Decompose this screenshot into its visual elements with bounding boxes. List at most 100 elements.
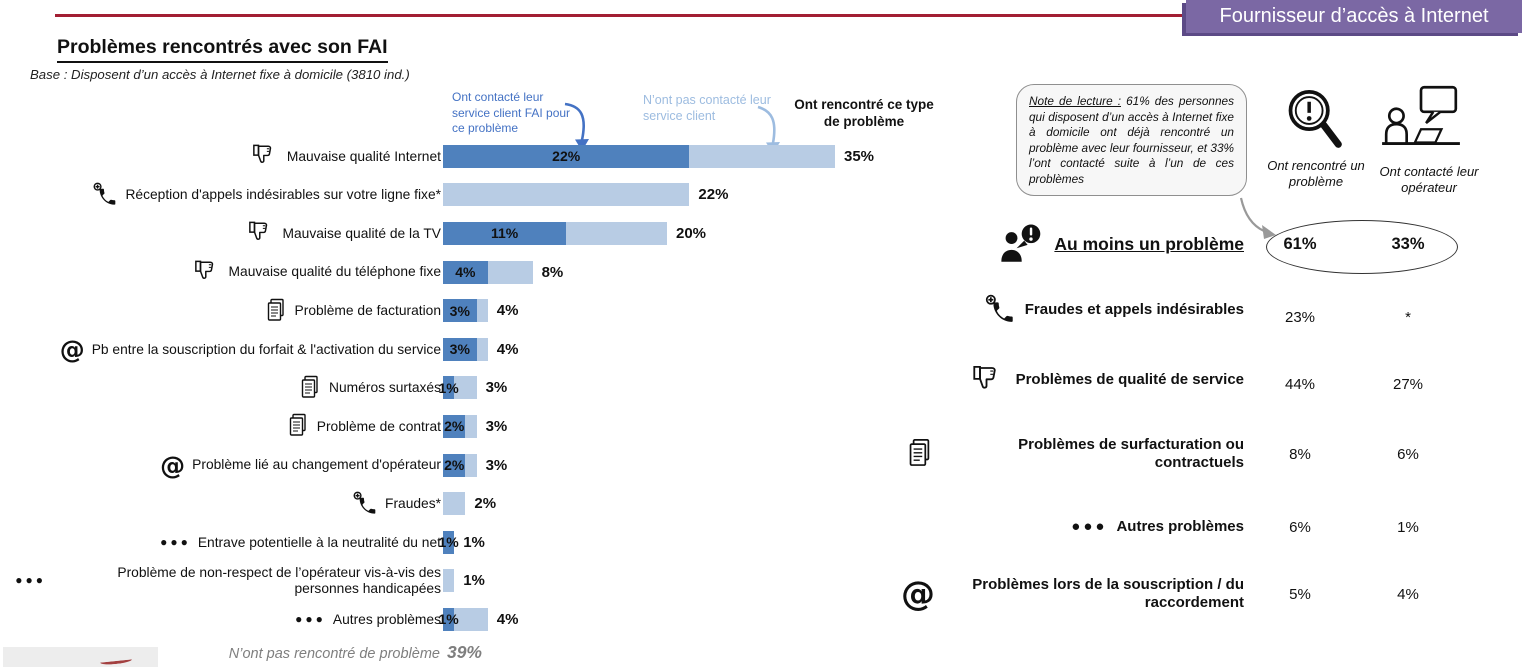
bar-not-contacted-segment bbox=[476, 299, 488, 323]
support-agent-icon bbox=[1382, 85, 1460, 146]
bar-contacted-segment: 11% bbox=[443, 221, 567, 245]
bar-contacted-segment: 2% bbox=[443, 414, 466, 438]
row-label: Problème de facturation bbox=[294, 302, 441, 318]
bar-not-contacted-segment bbox=[443, 569, 455, 593]
phone-plus-icon bbox=[92, 182, 118, 208]
chart-row: Mauvaise qualité Internet 22% 35% bbox=[0, 137, 900, 176]
thumbs-down-icon bbox=[194, 259, 222, 285]
bar-contacted-value: 2% bbox=[444, 457, 465, 474]
base-note: Base : Disposent d’un accès à Internet f… bbox=[30, 67, 410, 82]
bar-contacted-value: 3% bbox=[449, 302, 470, 319]
row-label: Pb entre la souscription du forfait & l'… bbox=[91, 341, 441, 357]
bar-total-value: 3% bbox=[485, 417, 508, 435]
bar-contacted-value: 1% bbox=[438, 611, 459, 628]
bar-total-value: 8% bbox=[541, 263, 564, 281]
document-icon bbox=[905, 438, 935, 470]
summary-row: ●●● Autres problèmes 6% 1% bbox=[900, 506, 1460, 548]
summary-row: Problèmes de surfacturation ou contractu… bbox=[900, 432, 1460, 476]
bar: 2% 3% bbox=[443, 453, 508, 477]
encountered-value: 6% bbox=[1289, 518, 1311, 536]
magnifier-alert-icon bbox=[1288, 89, 1342, 148]
page-banner: Fournisseur d’accès à Internet bbox=[1186, 0, 1522, 33]
top-rule bbox=[55, 14, 1186, 17]
row-label: Problèmes de qualité de service bbox=[1015, 371, 1244, 389]
contacted-value: 6% bbox=[1397, 445, 1419, 463]
bar-total-value: 3% bbox=[485, 456, 508, 474]
encountered-value: 5% bbox=[1289, 585, 1311, 603]
summary-row: Problèmes de qualité de service 44% 27% bbox=[900, 358, 1460, 402]
bar-contacted-value: 22% bbox=[552, 148, 581, 165]
bar-total-value: 1% bbox=[463, 533, 485, 551]
bar-contacted-value: 2% bbox=[444, 418, 465, 435]
bar: 2% bbox=[443, 492, 497, 516]
no-problem-note: N’ont pas rencontré de problème 39% bbox=[0, 642, 482, 663]
bar-total-value: 3% bbox=[485, 379, 508, 397]
chart-row: Mauvaise qualité de la TV 11% 20% bbox=[0, 214, 900, 253]
row-label: Mauvaise qualité Internet bbox=[286, 148, 441, 164]
bar-contacted-segment: 22% bbox=[443, 144, 690, 168]
row-label: Problème lié au changement d'opérateur bbox=[192, 457, 441, 473]
bar-total-value: 1% bbox=[463, 572, 485, 590]
row-label: Entrave potentielle à la neutralité du n… bbox=[197, 534, 441, 550]
phone-plus-icon bbox=[352, 491, 378, 517]
bar: 1% bbox=[443, 569, 485, 593]
contacted-value: 1% bbox=[1397, 518, 1419, 536]
chart-row: Problème de contrat 2% 3% bbox=[0, 407, 900, 446]
column-header-contacted: Ont contacté leur opérateur bbox=[1379, 164, 1479, 195]
chart-row: ●●● Autres problèmes 1% 4% bbox=[0, 600, 900, 639]
bar-not-contacted-segment bbox=[465, 453, 477, 477]
curved-arrow-icon bbox=[1239, 197, 1276, 239]
highlight-ellipse bbox=[1266, 220, 1458, 274]
bar-total-value: 22% bbox=[698, 186, 729, 204]
bar: 4% 8% bbox=[443, 260, 564, 284]
bar-contacted-value: 3% bbox=[449, 341, 470, 358]
row-label: Mauvaise qualité du téléphone fixe bbox=[228, 264, 441, 280]
legend-encountered-header: Ont rencontré ce type de problème bbox=[794, 97, 934, 129]
bar-not-contacted-segment bbox=[454, 607, 488, 631]
bar: 1% 4% bbox=[438, 607, 518, 631]
at-sign-icon: @ bbox=[59, 334, 85, 364]
chart-row: @ Problème lié au changement d'opérateur… bbox=[0, 446, 900, 485]
at-sign-icon: @ bbox=[901, 574, 935, 614]
bar: 22% bbox=[443, 183, 729, 207]
row-label: Problèmes de surfacturation ou contractu… bbox=[1018, 436, 1244, 471]
bar-contacted-value: 11% bbox=[490, 225, 519, 242]
bar-contacted-value: 1% bbox=[438, 379, 459, 396]
summary-row: Fraudes et appels indésirables 23% * bbox=[900, 288, 1460, 332]
contacted-value: 4% bbox=[1397, 585, 1419, 603]
bar-contacted-segment: 3% bbox=[443, 299, 477, 323]
cropped-logo bbox=[3, 647, 158, 667]
row-label: Mauvaise qualité de la TV bbox=[282, 225, 441, 241]
bar: 22% 35% bbox=[443, 144, 874, 168]
contacted-value: 27% bbox=[1392, 375, 1424, 393]
row-label: Problèmes lors de la souscription / du r… bbox=[972, 576, 1244, 611]
bar: 2% 3% bbox=[443, 414, 508, 438]
page-title: Problèmes rencontrés avec son FAI bbox=[57, 36, 388, 63]
contacted-value: * bbox=[1405, 308, 1411, 326]
bar-not-contacted-segment bbox=[465, 414, 477, 438]
bar: 1% 3% bbox=[438, 376, 508, 400]
chart-row: Numéros surtaxés 1% 3% bbox=[0, 369, 900, 408]
bar-total-value: 4% bbox=[496, 302, 519, 320]
reading-note-body: 61% des personnes qui disposent d’un acc… bbox=[1029, 94, 1234, 186]
bar: 11% 20% bbox=[443, 221, 707, 245]
legend-contacted: Ont contacté leur service client FAI pou… bbox=[452, 90, 571, 136]
summary-panel: Note de lecture : 61% des personnes qui … bbox=[900, 0, 1522, 667]
bar-total-value: 2% bbox=[474, 495, 497, 513]
row-label: Numéros surtaxés bbox=[329, 380, 441, 396]
row-label: Autres problèmes bbox=[1116, 518, 1244, 536]
bar-total-value: 20% bbox=[675, 224, 707, 242]
dots-icon: ●●● bbox=[295, 611, 326, 626]
encountered-value: 8% bbox=[1289, 445, 1311, 463]
bar-contacted-segment: 1% bbox=[438, 607, 459, 631]
at-sign-icon: @ bbox=[160, 450, 186, 480]
thumbs-down-icon bbox=[252, 143, 280, 169]
summary-row: @ Problèmes lors de la souscription / du… bbox=[900, 566, 1460, 622]
bar: 1% 1% bbox=[438, 530, 485, 554]
chart-row: Fraudes* 2% bbox=[0, 484, 900, 523]
legend-not-contacted: N’ont pas contacté leur service client bbox=[643, 93, 771, 124]
row-label: Au moins un problème bbox=[1054, 233, 1244, 254]
bar-not-contacted-segment bbox=[476, 337, 488, 361]
encountered-value: 61% bbox=[1283, 234, 1317, 253]
encountered-value: 44% bbox=[1284, 375, 1316, 393]
